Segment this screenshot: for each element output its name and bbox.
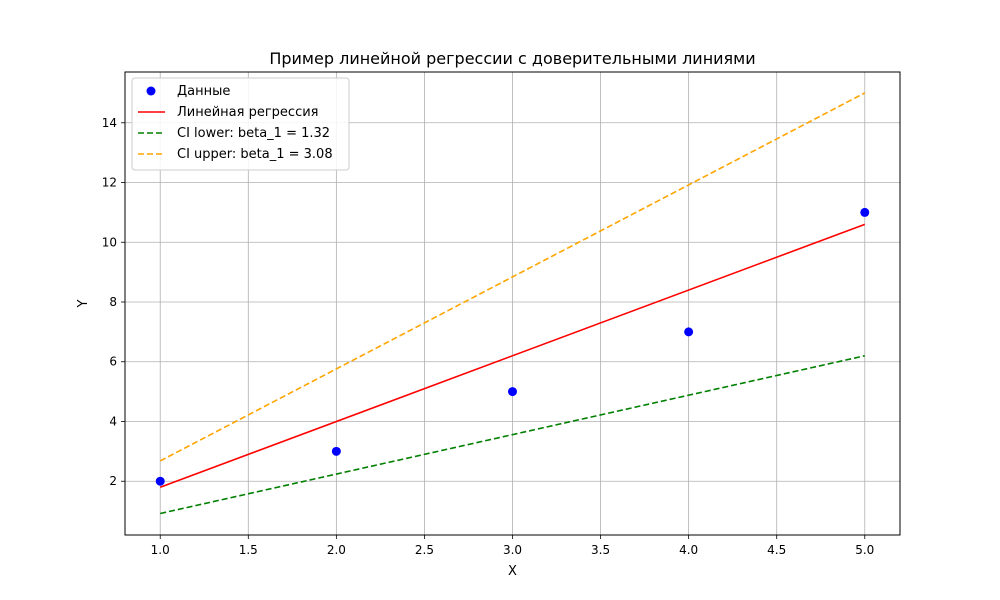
series-line-ci-lower-beta-1-1-32 — [160, 354, 865, 515]
data-point — [860, 207, 870, 217]
x-tick-label: 3.5 — [591, 543, 610, 557]
data-point — [508, 387, 517, 397]
legend-entry: CI lower: beta_1 = 1.32 — [138, 126, 330, 141]
legend-label: Линейная регрессия — [177, 105, 318, 120]
series-line-- — [159, 223, 866, 488]
y-tick-label: 8 — [109, 295, 117, 309]
data-point — [684, 327, 694, 337]
legend-label: CI upper: beta_1 = 3.08 — [177, 147, 333, 162]
ticks: 1.0 1.5 2.0 2.5 3.0 3.5 4.0 4.5 5.0 2 4 6 8 10 12 14 — [102, 116, 875, 557]
x-tick-label: 2.0 — [327, 543, 346, 557]
y-tick-label: 2 — [109, 474, 117, 488]
x-tick-label: 4.0 — [679, 543, 698, 557]
y-axis-label: Y — [76, 299, 91, 308]
legend-box — [131, 77, 350, 171]
legend-entry: Данные — [146, 84, 230, 99]
x-tick-label: 4.5 — [767, 543, 786, 557]
x-tick-label: 3.0 — [503, 543, 522, 557]
x-tick-label: 1.0 — [151, 543, 170, 557]
legend-marker — [146, 86, 156, 96]
data-point — [155, 476, 165, 486]
legend-label: Данные — [177, 84, 230, 99]
x-axis-label: X — [508, 564, 517, 579]
legend-entry: Линейная регрессия — [138, 105, 318, 120]
y-tick-label: 6 — [109, 355, 117, 369]
y-tick-label: 10 — [102, 235, 117, 249]
data-point — [331, 446, 341, 456]
x-tick-label: 2.5 — [415, 543, 434, 557]
legend-label: CI lower: beta_1 = 1.32 — [177, 126, 330, 141]
chart-title: Пример линейной регрессии с доверительны… — [269, 49, 755, 68]
legend-entry: CI upper: beta_1 = 3.08 — [138, 147, 333, 162]
grid — [125, 72, 900, 535]
x-tick-label: 1.5 — [239, 543, 258, 557]
series-line-ci-upper-beta-1-3-08 — [159, 92, 866, 462]
legend: Данные Линейная регрессия CI lower: beta_1… — [131, 77, 350, 171]
x-tick-label: 5.0 — [855, 543, 874, 557]
y-tick-label: 4 — [109, 414, 117, 428]
series-layer — [155, 92, 870, 515]
y-tick-label: 12 — [102, 176, 117, 190]
y-tick-label: 14 — [102, 116, 117, 130]
